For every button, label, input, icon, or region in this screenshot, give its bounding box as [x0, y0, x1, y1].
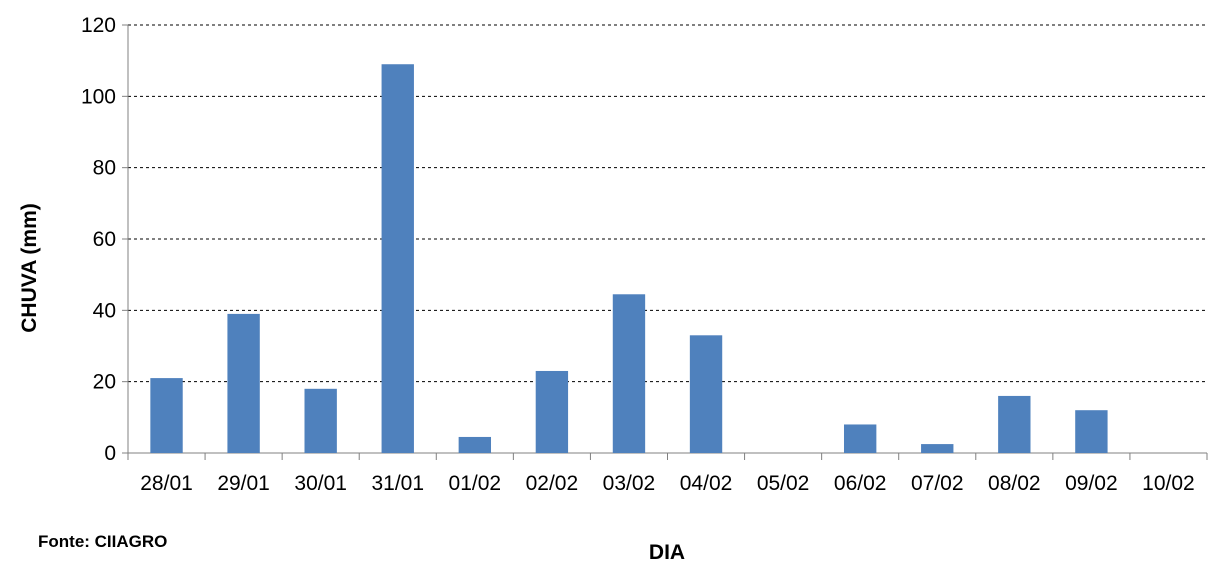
x-axis-label: DIA [648, 541, 686, 564]
chart-title: e início de fevereiro de 2022 [380, 0, 1180, 8]
bar-31/01 [381, 64, 414, 453]
y-tick-label: 20 [93, 371, 116, 394]
y-tick-label: 40 [93, 299, 116, 322]
x-tick-label: 30/01 [294, 472, 347, 495]
y-tick-label: 60 [93, 228, 116, 251]
x-tick-label: 06/02 [834, 472, 887, 495]
bar-28/01 [150, 378, 183, 453]
bar-08/02 [998, 395, 1031, 453]
bar-09/02 [1075, 410, 1108, 453]
x-tick-label: 10/02 [1142, 472, 1195, 495]
x-tick-label: 03/02 [603, 472, 656, 495]
bar-01/02 [458, 436, 492, 453]
y-tick-label: 100 [81, 85, 116, 108]
x-tick-label: 04/02 [680, 472, 733, 495]
bar-04/02 [689, 335, 723, 453]
y-tick-label: 0 [104, 442, 116, 465]
x-tick-label: 01/02 [449, 472, 502, 495]
x-tick-label: 07/02 [911, 472, 964, 495]
x-tick-label: 08/02 [988, 472, 1041, 495]
bar-03/02 [612, 294, 646, 453]
x-tick-label: 05/02 [757, 472, 810, 495]
y-tick-label: 80 [93, 157, 116, 180]
bar-02/02 [535, 370, 569, 453]
x-tick-label: 28/01 [140, 472, 193, 495]
bar-29/01 [227, 313, 260, 453]
x-tick-label: 29/01 [217, 472, 270, 495]
bar-06/02 [843, 424, 877, 453]
x-tick-label: 31/01 [371, 472, 424, 495]
bar-30/01 [304, 388, 337, 453]
y-tick-label: 120 [81, 14, 116, 37]
source-note: Fonte: CIIAGRO [38, 532, 168, 551]
x-tick-label: 02/02 [526, 472, 579, 495]
x-tick-label: 09/02 [1065, 472, 1118, 495]
bar-07/02 [921, 444, 954, 453]
